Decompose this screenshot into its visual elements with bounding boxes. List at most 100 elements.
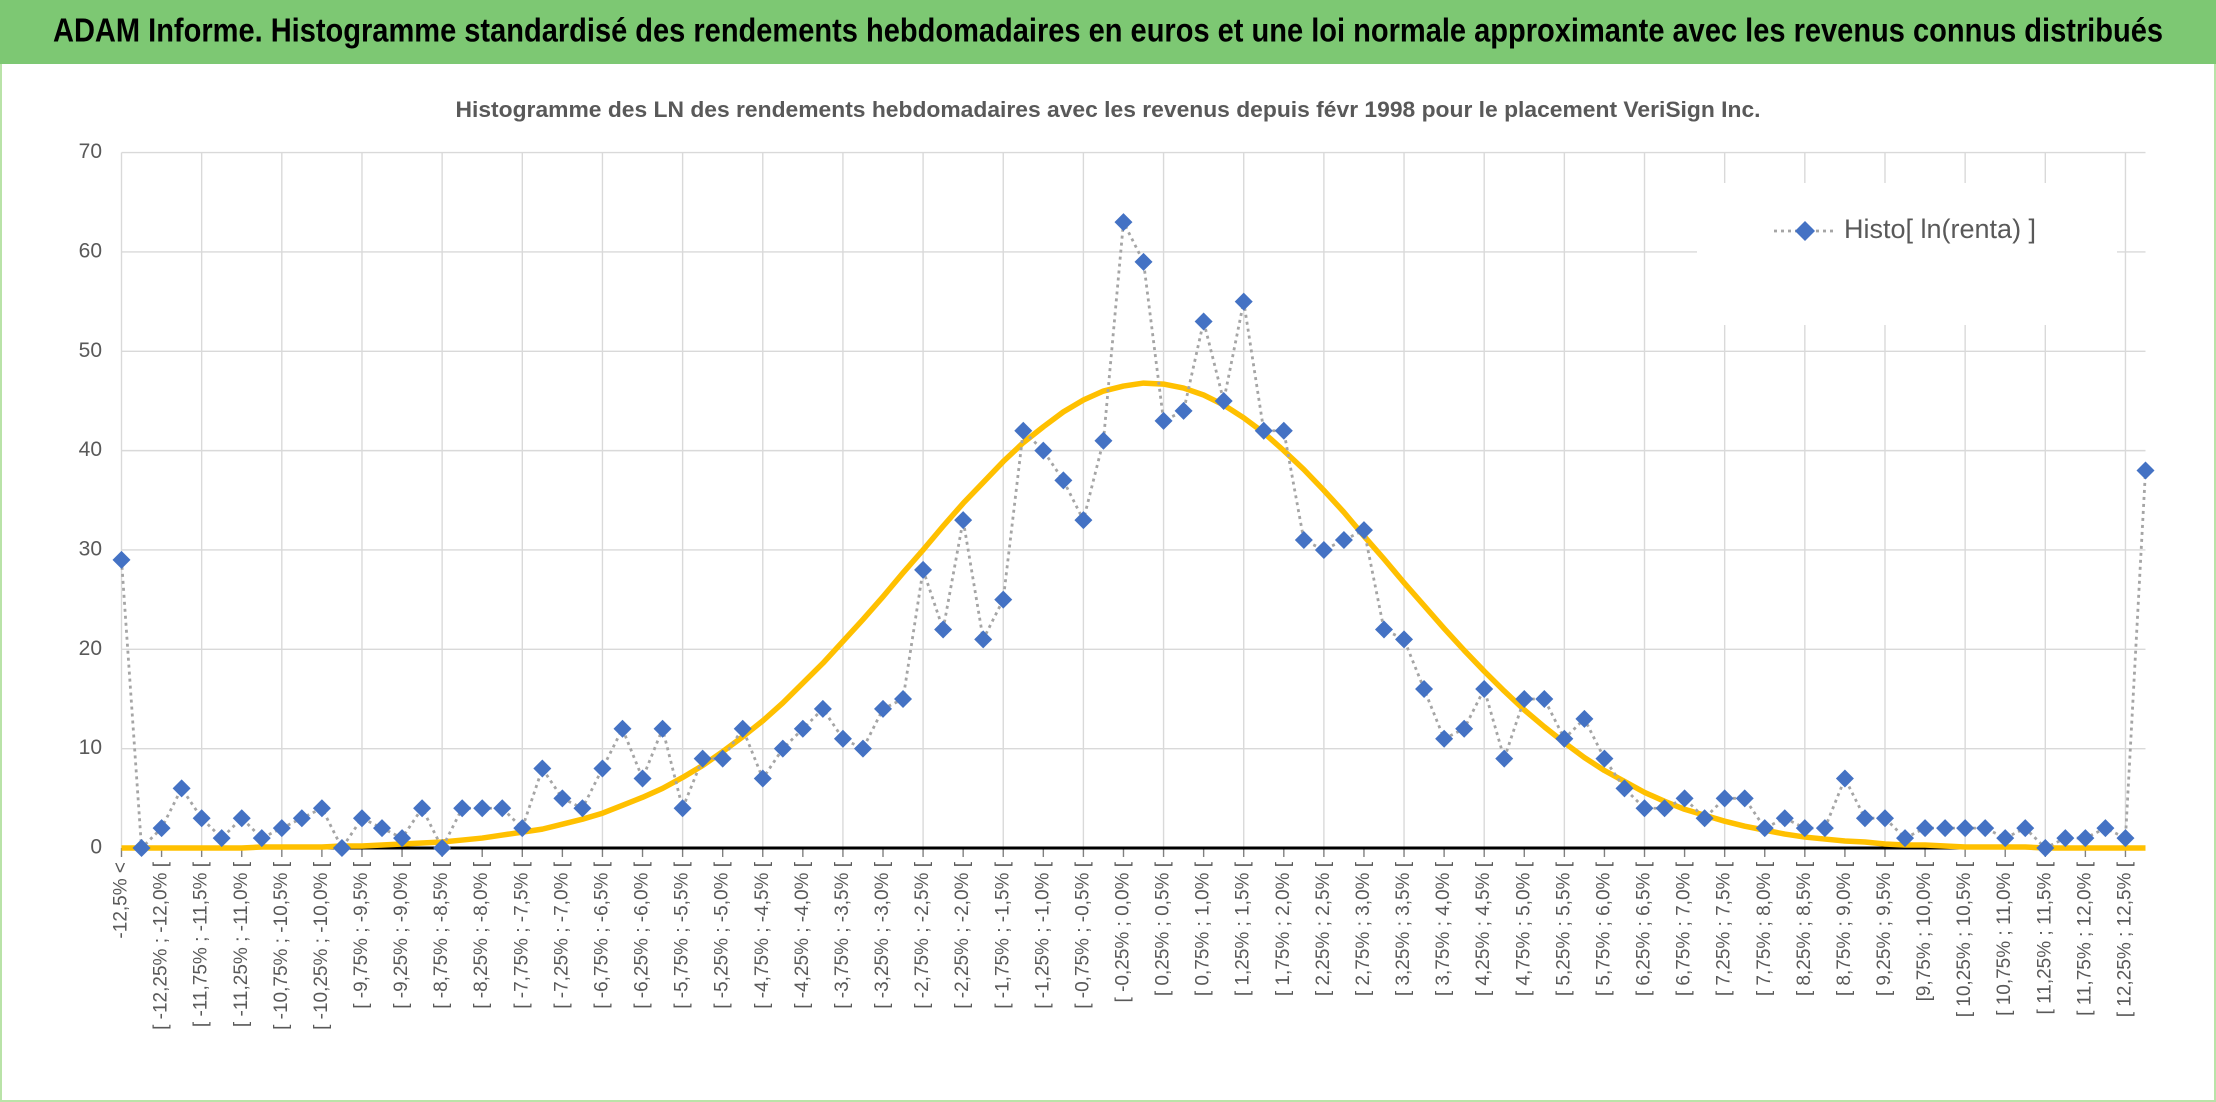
data-point [1495,749,1514,768]
data-point [473,799,492,818]
data-point [2076,829,2095,848]
data-point [613,719,632,738]
x-tick-label: [ 6,75% ; 7,0% [ [1674,861,1695,996]
data-point [373,819,392,838]
data-point [1815,819,1834,838]
data-point [1435,729,1454,748]
data-line-dotted [120,220,2147,850]
data-point [513,819,532,838]
x-tick-label: [ 10,25% ; 10,5% [ [1954,861,1975,1017]
data-point [152,819,171,838]
header-title: ADAM Informe. Histogramme standardisé de… [53,12,2163,49]
data-point [974,630,993,649]
data-point [1054,471,1073,490]
x-tick-label: [ 8,75% ; 9,0% [ [1834,861,1855,996]
data-point [493,799,512,818]
data-point [1755,819,1774,838]
x-tick-label: [ 11,25% ; 11,5% [ [2034,861,2055,1014]
data-point [312,799,331,818]
data-point [112,550,131,569]
plot [112,213,2155,857]
y-tick-label: 40 [79,438,102,461]
data-point [693,749,712,768]
data-point [1134,252,1153,271]
chart-title: Histogramme des LN des rendements hebdom… [456,97,1761,122]
x-tick-label: [ -11,25% ; -11,0% [ [231,861,252,1027]
data-point [1455,719,1474,738]
data-point [1415,680,1434,699]
x-tick-label: [ 3,75% ; 4,0% [ [1433,861,1454,996]
data-point [232,809,251,828]
x-tick-label: [ -7,75% ; -7,5% [ [511,861,532,1009]
data-point [212,829,231,848]
x-tick-label: [ -1,25% ; -1,0% [ [1032,861,1053,1009]
data-point [713,749,732,768]
data-point [1354,521,1373,540]
y-tick-label: 20 [79,637,102,660]
x-tick-label: [ -10,25% ; -10,0% [ [311,861,332,1030]
data-point [894,689,913,708]
data-point [1575,709,1594,728]
header-band [0,0,2216,64]
data-point [1956,819,1975,838]
data-point [132,839,151,857]
data-point [1114,213,1133,232]
data-point [1314,540,1333,559]
x-tick-label: [ -6,25% ; -6,0% [ [632,861,653,1009]
data-point [733,719,752,738]
data-point [1294,531,1313,550]
data-point [1735,789,1754,808]
data-point [2116,829,2135,848]
x-tick-label: [ -2,75% ; -2,5% [ [912,861,933,1009]
x-tick-label: [ 0,25% ; 0,5% [ [1153,861,1174,996]
data-point [1655,799,1674,818]
data-point [2016,819,2035,838]
data-point [1214,391,1233,410]
data-point [1174,401,1193,420]
x-tick-label: [ -12,25% ; -12,0% [ [151,861,172,1030]
y-tick-label: 50 [79,339,102,362]
x-tick-label: [ 2,75% ; 3,0% [ [1353,861,1374,996]
x-tick-label: [ 1,75% ; 2,0% [ [1273,861,1294,996]
data-point [1334,531,1353,550]
data-point [793,719,812,738]
data-point [2136,461,2155,480]
data-point [593,759,612,778]
y-tick-label: 10 [79,736,102,759]
data-point [1555,729,1574,748]
x-tick-label: [ 5,25% ; 5,5% [ [1553,861,1574,996]
data-point [172,779,191,798]
data-point [1936,819,1955,838]
x-tick-label: [ 1,25% ; 1,5% [ [1233,861,1254,996]
data-point [1014,421,1033,440]
data-point [633,769,652,788]
x-tick-label: [ 7,25% ; 7,5% [ [1714,861,1735,996]
normal-curve [121,380,2146,851]
data-point [352,809,371,828]
y-tick-label: 70 [79,140,102,163]
data-point [252,829,271,848]
x-tick-label: [ 2,25% ; 2,5% [ [1313,861,1334,996]
y-tick-label: 0 [90,836,102,859]
data-point [1395,630,1414,649]
data-point [1194,312,1213,331]
data-point [332,839,351,857]
x-tick-label: [ -1,75% ; -1,5% [ [992,861,1013,1009]
x-tick-label: [ -6,75% ; -6,5% [ [591,861,612,1009]
data-point [1875,809,1894,828]
x-tick-label: [ -5,75% ; -5,5% [ [672,861,693,1009]
data-point [1996,829,2015,848]
x-tick-label: [ -4,25% ; -4,0% [ [792,861,813,1009]
x-tick-label: [9,75% ; 10,0% [ [1914,861,1935,1001]
data-point [934,620,953,639]
data-point [833,729,852,748]
data-point [1374,620,1393,639]
data-point [533,759,552,778]
x-tick-label: [ -4,75% ; -4,5% [ [752,861,773,1009]
data-point [954,511,973,530]
data-point [413,799,432,818]
data-point [1274,421,1293,440]
data-point [1034,441,1053,460]
